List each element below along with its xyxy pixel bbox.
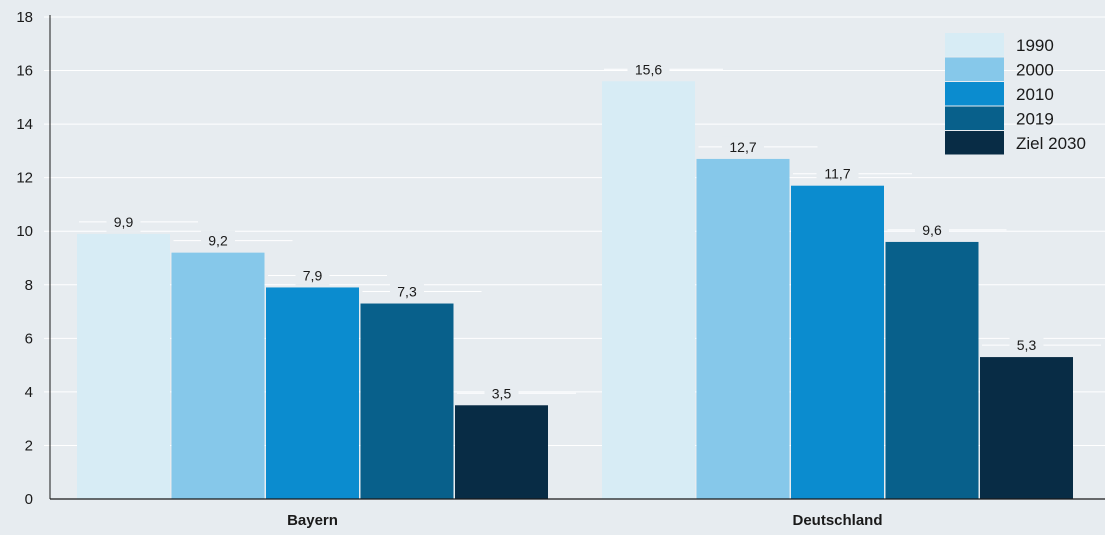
bar-bayern-2019 <box>360 303 454 499</box>
label-background <box>201 230 235 251</box>
y-tick-label: 4 <box>25 384 33 401</box>
bars <box>77 81 1073 500</box>
label-background <box>484 383 519 404</box>
y-tick-label: 2 <box>25 437 33 454</box>
data-label: 7,3 <box>397 284 417 300</box>
data-label: 15,6 <box>635 61 662 77</box>
y-tick-label: 16 <box>16 63 33 80</box>
y-tick-label: 18 <box>16 9 33 26</box>
data-label: 7,9 <box>303 267 323 283</box>
data-label: 5,3 <box>1017 337 1037 353</box>
data-label: 9,2 <box>208 233 228 249</box>
data-labels: 9,9 9,2 7,9 7,3 3,5 15,6 12,7 11,7 9,6 5,3 <box>79 59 1101 404</box>
data-label: 9,6 <box>922 222 942 238</box>
legend-swatch <box>945 57 1004 81</box>
legend-label: 2019 <box>1016 110 1054 129</box>
y-tick-label: 14 <box>16 116 33 133</box>
legend-label: 2010 <box>1016 85 1054 104</box>
label-background <box>106 211 141 232</box>
label-background <box>295 265 330 286</box>
category-label: Deutschland <box>792 512 882 529</box>
bar-deutschland-1990 <box>602 81 695 500</box>
bar-deutschland-2010 <box>791 185 884 499</box>
bar-deutschland-ziel-2030 <box>980 357 1073 499</box>
bar-deutschland-2000 <box>696 158 790 499</box>
legend-label: 2000 <box>1016 61 1054 80</box>
data-label: 11,7 <box>824 166 850 182</box>
label-background <box>816 163 859 184</box>
y-tick-label: 8 <box>25 277 33 294</box>
data-label: 12,7 <box>729 139 756 155</box>
legend-label: 1990 <box>1016 36 1054 55</box>
label-background <box>390 281 424 302</box>
bar-bayern-1990 <box>77 233 170 499</box>
x-axis: Bayern Deutschland <box>50 498 1105 529</box>
legend-swatch <box>945 33 1004 57</box>
bar-deutschland-2019 <box>885 241 979 499</box>
data-label: 9,9 <box>114 214 134 230</box>
legend: 1990 2000 2010 2019 Ziel 2030 <box>945 33 1086 155</box>
y-tick-label: 6 <box>25 330 33 347</box>
legend-swatch <box>945 131 1004 155</box>
label-background <box>1009 335 1044 356</box>
legend-swatch <box>945 106 1004 130</box>
y-tick-label: 0 <box>25 491 33 508</box>
y-axis: 0 2 4 6 8 10 12 14 16 18 <box>16 9 51 508</box>
legend-swatch <box>945 82 1004 106</box>
bar-bayern-ziel-2030 <box>455 405 548 499</box>
y-tick-label: 12 <box>16 170 33 187</box>
label-background <box>627 59 670 80</box>
label-background <box>915 219 949 240</box>
legend-label: Ziel 2030 <box>1016 134 1086 153</box>
y-tick-label: 10 <box>16 223 33 240</box>
data-label: 3,5 <box>492 385 512 401</box>
category-label: Bayern <box>287 512 338 529</box>
bar-bayern-2000 <box>171 252 265 499</box>
bar-bayern-2010 <box>266 287 359 499</box>
label-background <box>722 136 764 157</box>
